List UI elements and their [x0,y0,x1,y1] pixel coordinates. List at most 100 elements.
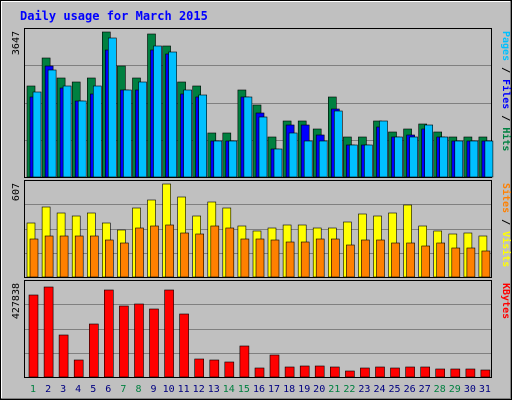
bar-kbytes-day-11 [179,313,189,378]
x-tick-label: 8 [135,384,141,395]
bar-kbytes-day-31 [480,369,491,378]
bar-kbytes-day-9 [149,308,159,378]
legend-entry: / [500,109,511,127]
bar-pages-day-14 [228,140,238,178]
bar-pages-day-11 [183,89,192,178]
bar-kbytes-day-8 [134,303,144,378]
x-tick-label: 22 [343,384,355,395]
bar-sites-day-9 [150,225,159,278]
bar-sites-day-7 [120,242,129,278]
legend-entry: / [500,61,511,79]
legend-entry: Pages [500,31,511,61]
bar-kbytes-day-19 [299,365,310,378]
bar-sites-day-4 [74,235,84,278]
panel-traffic: 3647 Pages / Files / Hits [11,28,512,178]
bar-pages-day-26 [409,136,418,178]
bar-sites-day-21 [330,238,340,278]
bar-sites-day-14 [225,227,235,278]
legend-entry: KBytes [500,283,511,319]
bar-kbytes-day-26 [405,366,415,378]
bar-kbytes-day-17 [269,354,280,378]
bar-sites-day-11 [180,232,189,278]
chart-panels: 3647 Pages / Files / Hits 607 Sites / Visit… [11,28,512,378]
bar-pages-day-15 [243,96,253,178]
bar-kbytes-day-2 [43,286,54,378]
bar-sites-day-16 [255,238,265,278]
bar-kbytes-day-1 [28,294,39,378]
bar-sites-day-26 [406,242,415,278]
bar-kbytes-day-21 [329,366,340,378]
x-tick-label: 3 [60,384,66,395]
x-tick-label: 5 [90,384,96,395]
bar-sites-day-6 [105,239,114,278]
x-tick-label: 24 [373,384,385,395]
x-tick-label: 11 [178,384,190,395]
bar-pages-day-4 [77,100,87,178]
x-tick-label: 7 [120,384,126,395]
x-tick-label: 2 [45,384,51,395]
bar-kbytes-day-14 [224,361,235,378]
chart-title: Daily usage for March 2015 [20,9,208,23]
legend-entry: Hits [500,127,512,151]
bar-sites-day-24 [376,239,385,278]
x-tick-label: 30 [464,384,476,395]
x-tick-label: 20 [313,384,325,395]
bar-kbytes-day-15 [239,345,250,378]
x-tick-label: 10 [163,384,175,395]
bar-pages-day-25 [394,136,403,178]
bar-pages-day-29 [454,140,464,178]
bar-pages-day-24 [379,120,388,178]
bar-sites-day-19 [300,241,310,278]
bar-pages-day-10 [168,51,177,178]
bar-sites-day-8 [135,227,144,278]
x-tick-label: 27 [419,384,431,395]
y-max-label: 3647 [11,31,22,55]
x-tick-label: 23 [358,384,370,395]
x-tick-label: 18 [283,384,295,395]
bar-kbytes-day-5 [89,323,99,378]
bar-kbytes-day-25 [390,367,400,378]
bar-sites-day-27 [421,245,431,278]
series-legend: Sites / Visits [500,183,512,267]
legend-entry: Visits [500,231,512,267]
bar-sites-day-13 [210,225,220,278]
x-tick-label: 6 [105,384,111,395]
bar-kbytes-day-30 [465,368,476,378]
bar-pages-day-19 [303,140,313,178]
bar-sites-day-15 [240,238,250,278]
x-tick-label: 31 [479,384,491,395]
legend-entry: Files [500,79,512,109]
bar-kbytes-day-20 [314,365,325,378]
bar-kbytes-day-18 [284,366,295,378]
x-tick-label: 1 [30,384,36,395]
bar-sites-day-18 [285,241,295,278]
y-max-label: 607 [11,183,22,201]
bar-sites-day-2 [44,235,54,278]
bar-pages-day-17 [273,148,283,178]
x-tick-label: 28 [434,384,446,395]
x-tick-label: 16 [253,384,265,395]
x-tick-label: 14 [223,384,235,395]
bar-sites-day-30 [466,247,476,278]
bar-kbytes-day-28 [435,368,446,378]
bar-sites-day-31 [481,250,491,278]
x-tick-label: 21 [328,384,340,395]
bar-pages-day-22 [349,144,358,178]
bar-pages-day-3 [62,85,72,178]
bar-kbytes-day-7 [119,305,129,378]
bar-pages-day-7 [123,89,132,178]
bar-pages-day-20 [318,140,328,178]
x-tick-label: 9 [150,384,156,395]
bar-kbytes-day-16 [254,367,265,378]
x-tick-label: 26 [404,384,416,395]
bar-pages-day-27 [424,124,434,178]
y-max-label: 427838 [11,283,22,319]
bar-kbytes-day-23 [360,367,370,378]
x-tick-label: 12 [193,384,205,395]
x-tick-label: 15 [238,384,250,395]
bar-sites-day-1 [29,238,39,278]
bar-kbytes-day-13 [209,359,220,378]
bar-pages-day-6 [108,37,117,178]
legend-entry: / [500,213,511,231]
